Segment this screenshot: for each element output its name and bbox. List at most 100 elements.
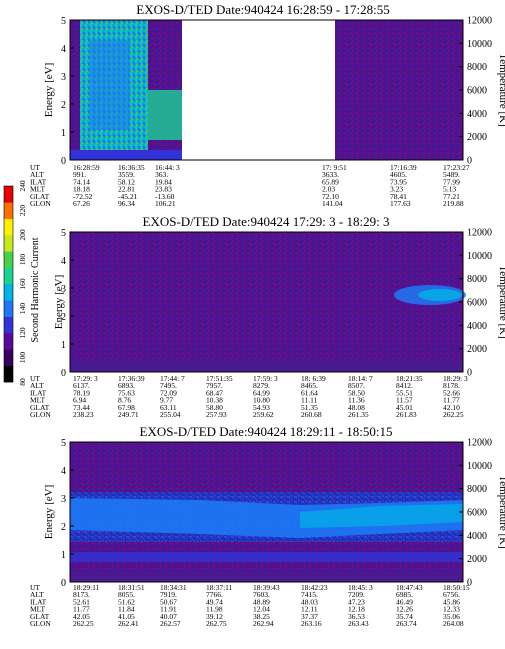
table-cell: 55.51 (396, 388, 413, 397)
table-cell: 7603. (253, 590, 270, 599)
panel-2-ytick-right-label: 4000 (467, 321, 487, 332)
table-cell: 259.62 (253, 410, 274, 419)
table-cell: 16:44: 3 (155, 163, 180, 172)
table-cell: 260.68 (301, 410, 322, 419)
table-cell: 17:16:39 (390, 163, 417, 172)
table-cell: 3633. (322, 170, 339, 179)
table-cell: 7957. (206, 381, 223, 390)
table-cell: -72.52 (73, 192, 93, 201)
table-cell: 52.61 (73, 597, 90, 606)
table-row-label: ILAT (30, 388, 47, 397)
table-cell: 65.89 (322, 177, 339, 186)
table-row-label: UT (30, 163, 40, 172)
table-cell: 8507. (348, 381, 365, 390)
table-cell: 17:29: 3 (73, 374, 98, 383)
panel-3-ytick-right-label: 6000 (467, 508, 487, 519)
panel-1-ytick-right-label: 8000 (467, 62, 487, 73)
table-cell: 50.67 (160, 597, 177, 606)
table-cell: 6.94 (73, 396, 86, 405)
table-cell: 6985. (396, 590, 413, 599)
table-cell: 6756. (443, 590, 460, 599)
table-cell: 52.66 (443, 388, 460, 397)
panel-3-ytick-right-label: 12000 (467, 438, 492, 449)
table-cell: 18:50:15 (443, 583, 470, 592)
table-cell: 8178. (443, 381, 460, 390)
panel-2-ytick-label: 5 (61, 228, 66, 239)
panel-2-ytick-right-label: 8000 (467, 274, 487, 285)
table-cell: 47.23 (348, 597, 365, 606)
panel-1-ytick-label: 4 (61, 44, 66, 55)
colorbar-swatch (4, 267, 13, 285)
table-cell: 41.05 (118, 612, 135, 621)
table-cell: 45.86 (443, 597, 460, 606)
table-cell: 96.34 (118, 199, 135, 208)
panel-1-ytick-right-label: 0 (467, 156, 472, 167)
table-cell: 18:37:11 (206, 583, 233, 592)
table-cell: 12.11 (301, 605, 318, 614)
table-cell: 18:45: 3 (348, 583, 373, 592)
table-row-label: ALT (30, 590, 44, 599)
colorbar-swatches (4, 186, 13, 383)
panel-2-ytick-right-label: 10000 (467, 251, 492, 262)
panel-3-ytick-right-label: 8000 (467, 484, 487, 495)
panel-3-ytick-label: 4 (61, 466, 66, 477)
table-cell: 262.25 (443, 410, 464, 419)
panel-1-data-gap (182, 20, 335, 160)
table-cell: 51.62 (118, 597, 135, 606)
table-cell: 48.89 (253, 597, 270, 606)
table-row-label: MLT (30, 185, 46, 194)
panel-3-left-axis: 0 1 2 3 4 5 (61, 438, 74, 589)
panel-3-ytick-label: 3 (61, 494, 66, 505)
panel-3-title: EXOS-D/TED Date:940424 18:29:11 - 18:50:… (140, 424, 393, 439)
table-row-label: GLAT (30, 612, 50, 621)
table-cell: 10.38 (206, 396, 223, 405)
table-cell: 77.99 (443, 177, 460, 186)
table-cell: 8.76 (118, 396, 131, 405)
panel-1-pass-a-tail (148, 90, 182, 140)
table-cell: 64.99 (253, 388, 270, 397)
table-cell: 38.25 (253, 612, 270, 621)
panel-2-ytick-label: 0 (61, 368, 66, 379)
table-cell: 11.77 (73, 605, 90, 614)
table-cell: 48.08 (348, 403, 365, 412)
table-row-label: MLT (30, 605, 46, 614)
panel-3-orbit-table: UTALTILATMLTGLATGLON18:29:118173.52.6111… (30, 583, 470, 628)
table-cell: 48.03 (301, 597, 318, 606)
table-cell: 35.06 (443, 612, 460, 621)
panel-3-ytick-right-label: 0 (467, 578, 472, 589)
colorbar-swatch (4, 349, 13, 366)
panel-3-ylabel-right: Temperature [K] (497, 475, 505, 548)
table-cell: 8173. (73, 590, 90, 599)
table-cell: 7495. (160, 381, 177, 390)
table-cell: 73.95 (390, 177, 407, 186)
table-cell: 72.09 (160, 388, 177, 397)
panel-1-ytick-label: 1 (61, 128, 66, 139)
panel-1-ylabel: Energy [eV] (43, 63, 55, 117)
colorbar-tick-label: 220 (18, 205, 27, 217)
table-row-label: ALT (30, 381, 44, 390)
panel-1-ytick-label: 2 (61, 100, 66, 111)
table-cell: 177.63 (390, 199, 411, 208)
panel-3-ytick-right-label: 2000 (467, 554, 487, 565)
colorbar-swatch (4, 300, 13, 317)
colorbar-swatch (4, 186, 13, 203)
table-cell: 17: 9:51 (322, 163, 347, 172)
panel-2-ytick-right-label: 0 (467, 368, 472, 379)
panel-2-background (70, 232, 463, 372)
table-cell: 18.18 (73, 185, 90, 194)
table-cell: 17:44: 7 (160, 374, 185, 383)
table-cell: 6137. (73, 381, 90, 390)
table-cell: 4605. (390, 170, 407, 179)
panel-1-ytick-label: 3 (61, 72, 66, 83)
panel-3-ytick-label: 0 (61, 578, 66, 589)
table-cell: 18:34:31 (160, 583, 187, 592)
table-cell: 5.13 (443, 185, 456, 194)
table-cell: 42.10 (443, 403, 460, 412)
table-cell: 58.80 (206, 403, 223, 412)
table-cell: 262.25 (73, 619, 94, 628)
colorbar-swatch (4, 365, 13, 383)
table-cell: 40.07 (160, 612, 177, 621)
table-cell: 261.35 (348, 410, 369, 419)
panel-1-ytick-right-label: 2000 (467, 132, 487, 143)
